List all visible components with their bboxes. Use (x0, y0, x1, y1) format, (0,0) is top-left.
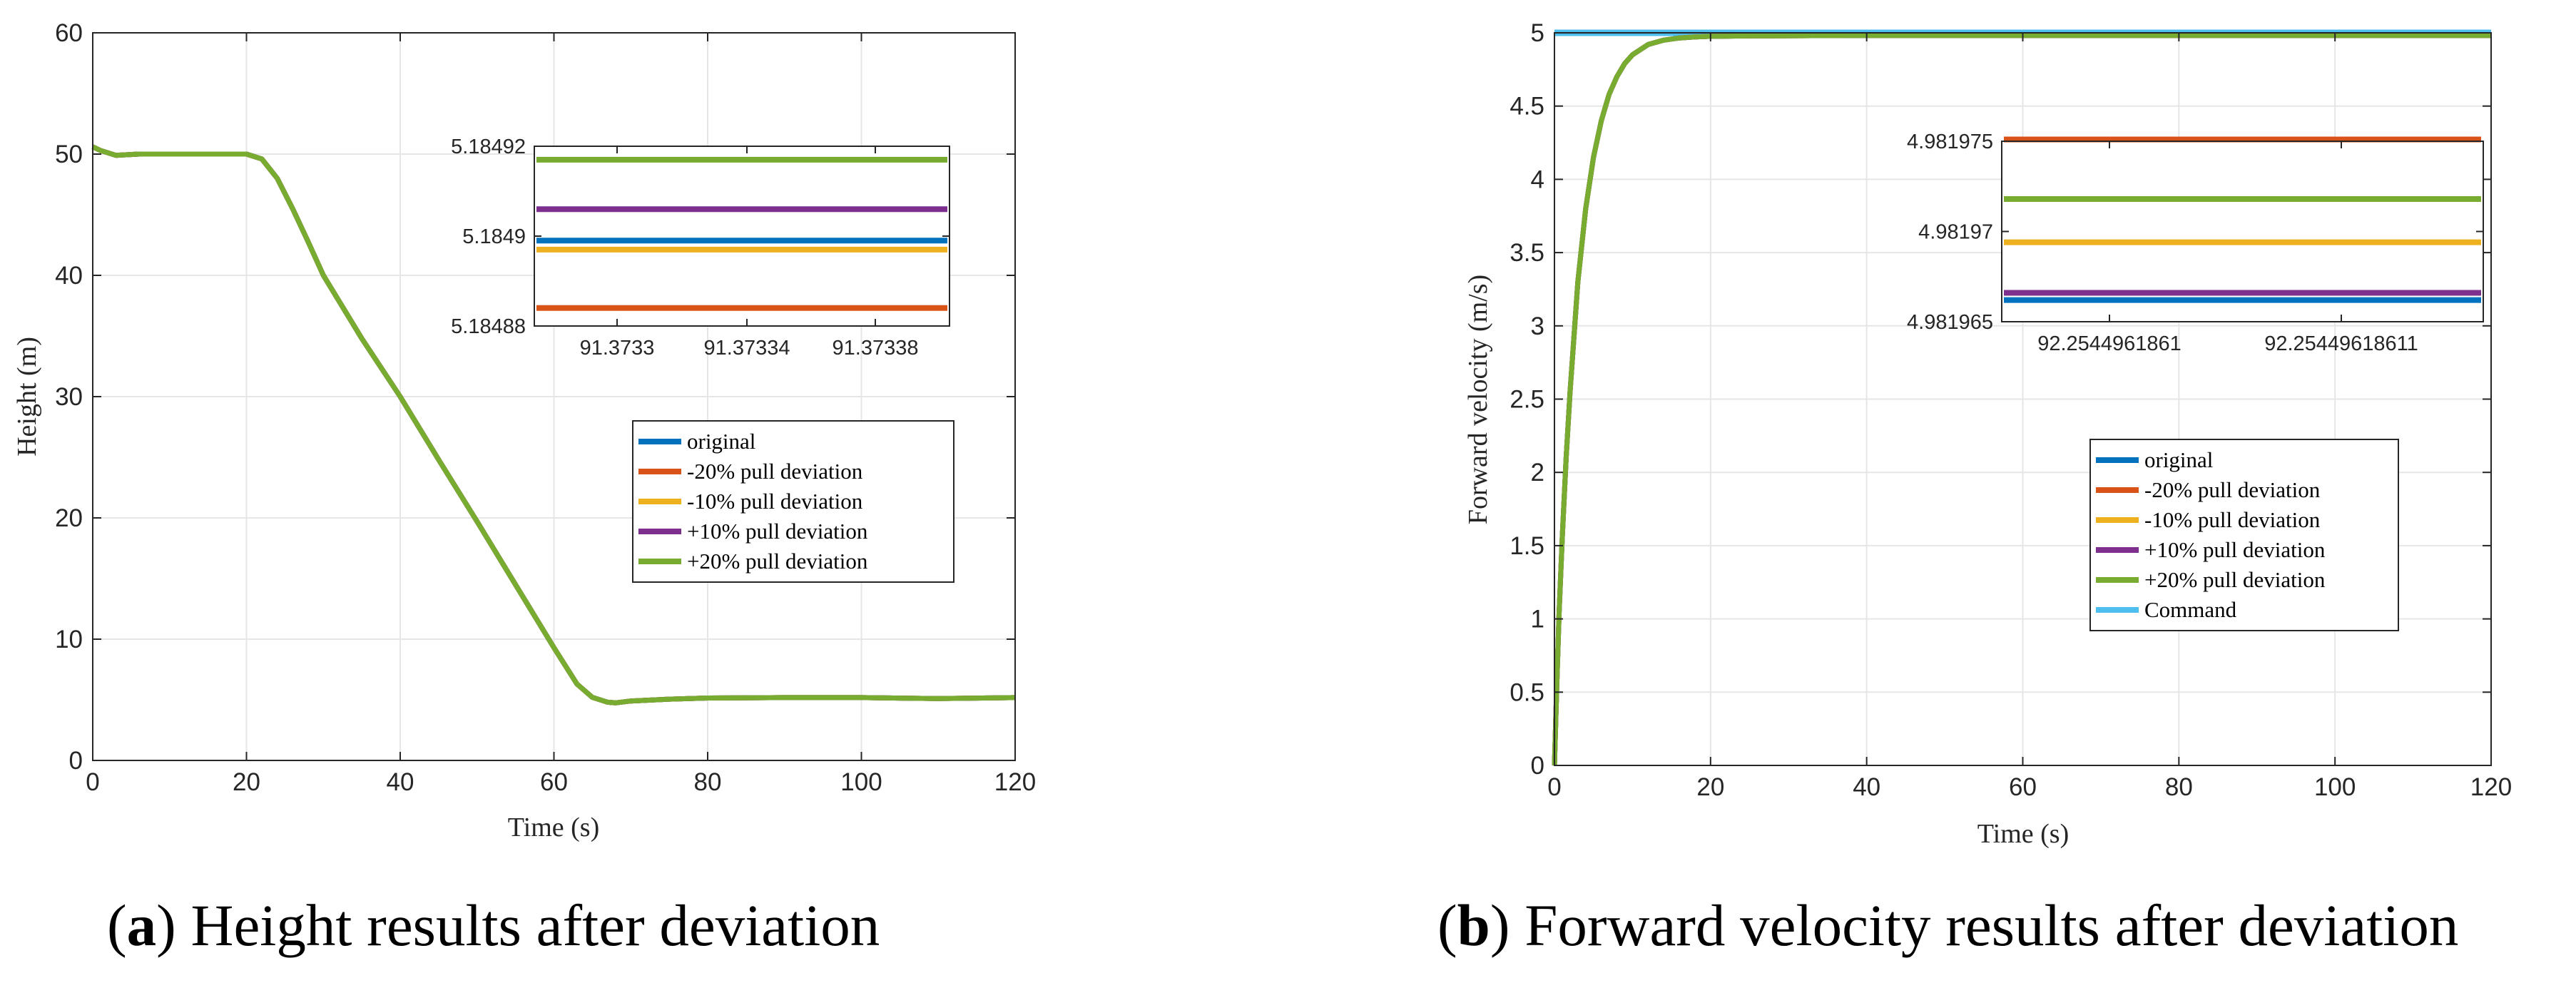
xtick-label: 60 (2009, 773, 2037, 801)
xtick-label: 0 (86, 768, 99, 796)
a-inset-lines (536, 156, 947, 311)
a-caption-text: Height results after deviation (191, 892, 880, 958)
ytick-label: 2.5 (1510, 386, 1544, 414)
ytick-label: 3.5 (1510, 239, 1544, 267)
a-legend: original -20% pull deviation -10% pull dev… (632, 420, 954, 583)
xtick-label: 0 (1547, 773, 1561, 801)
ytick-label: 40 (55, 262, 83, 290)
inset-xtick-label: 91.37334 (704, 337, 790, 360)
legend-label: +20% pull deviation (687, 549, 868, 574)
legend-box (2089, 439, 2399, 631)
ytick-label: 1.5 (1510, 532, 1544, 560)
b-legend: original -20% pull deviation -10% pull dev… (2089, 439, 2399, 631)
ytick-label: 20 (55, 504, 83, 532)
legend-label: -20% pull deviation (2144, 477, 2321, 502)
legend-label: original (687, 429, 755, 454)
a-caption-letter: a (127, 892, 157, 958)
series-line-4 (1552, 33, 2491, 766)
a-inset-ticks: 5.18488 5.1849 5.18492 91.3733 91.37334 91.37… (451, 136, 950, 360)
ytick-label: 0.5 (1510, 678, 1544, 706)
b-ylabel: Forward velocity (m/s) (1463, 275, 1493, 524)
b-caption: (b) Forward velocity results after devia… (1437, 892, 2458, 958)
b-inset: 4.981965 4.98197 4.981975 92.2544961861 92.2… (1907, 131, 2484, 355)
panel-b-velocity: 0 20 40 60 80 100 120 0 0.5 1 1.5 2 2.5 3 3.5 4 4.5 5 Tim… (1437, 19, 2512, 958)
ytick-label: 4 (1531, 165, 1544, 193)
xtick-label: 100 (840, 768, 882, 796)
a-ylabel: Height (m) (12, 337, 42, 457)
xtick-label: 60 (540, 768, 568, 796)
inset-xtick-label: 91.3733 (580, 337, 655, 360)
inset-xtick-label: 92.2544961861 (2037, 332, 2182, 355)
a-caption: (a) Height results after deviation (107, 892, 880, 958)
ytick-label: 0 (1531, 752, 1544, 780)
series-line-4 (91, 144, 1016, 706)
a-lines (91, 144, 1016, 706)
xtick-label: 80 (2165, 773, 2193, 801)
inset-xtick-label: 91.37338 (833, 337, 919, 360)
ytick-label: 1 (1531, 606, 1544, 633)
legend-label: original (2144, 447, 2213, 472)
ytick-label: 2 (1531, 459, 1544, 487)
legend-label: -10% pull deviation (687, 489, 863, 514)
ytick-label: 5 (1531, 19, 1544, 47)
a-inset: 5.18488 5.1849 5.18492 91.3733 91.37334 91.37… (451, 136, 950, 360)
ytick-label: 60 (55, 19, 83, 47)
legend-box (632, 420, 954, 583)
b-xlabel: Time (s) (1977, 819, 2069, 849)
legend-label: -20% pull deviation (687, 459, 863, 484)
ytick-label: 0 (69, 747, 83, 775)
xtick-label: 40 (1853, 773, 1880, 801)
xtick-label: 80 (694, 768, 722, 796)
a-inset-bg (534, 146, 950, 326)
legend-label: +20% pull deviation (2144, 567, 2326, 592)
inset-ytick-label: 5.1849 (462, 225, 526, 248)
xtick-label: 20 (1696, 773, 1724, 801)
inset-ytick-label: 4.98197 (1918, 221, 1993, 244)
ytick-label: 30 (55, 383, 83, 411)
inset-xtick-label: 92.25449618611 (2264, 332, 2418, 355)
ytick-label: 3 (1531, 312, 1544, 340)
a-xlabel: Time (s) (508, 813, 599, 842)
ytick-label: 4.5 (1510, 93, 1544, 121)
inset-ytick-label: 4.981975 (1907, 131, 1993, 153)
xtick-label: 100 (2314, 773, 2356, 801)
inset-ytick-label: 4.981965 (1907, 311, 1993, 334)
ytick-label: 50 (55, 141, 83, 168)
b-caption-letter: b (1457, 892, 1490, 958)
xtick-label: 120 (994, 768, 1036, 796)
b-caption-text: Forward velocity results after deviation (1524, 892, 2458, 958)
inset-ytick-label: 5.18488 (451, 315, 526, 338)
xtick-label: 40 (387, 768, 414, 796)
xtick-label: 20 (233, 768, 260, 796)
legend-label: Command (2144, 597, 2237, 622)
legend-label: -10% pull deviation (2144, 507, 2321, 532)
b-inset-ticks: 4.981965 4.98197 4.981975 92.2544961861 92.2… (1907, 131, 2483, 355)
panel-a-height: 0 20 40 60 80 100 120 0 10 20 30 40 50 60 Time (s) He… (12, 19, 1036, 958)
legend-label: +10% pull deviation (687, 519, 868, 544)
ytick-label: 10 (55, 626, 83, 653)
xtick-label: 120 (2470, 773, 2512, 801)
inset-ytick-label: 5.18492 (451, 136, 526, 158)
b-inset-lines (2004, 136, 2481, 303)
a-ticks: 0 20 40 60 80 100 120 0 10 20 30 40 50 60 (55, 19, 1036, 796)
legend-label: +10% pull deviation (2144, 537, 2326, 562)
b-ticks: 0 20 40 60 80 100 120 0 0.5 1 1.5 2 2.5 3 3.5 4 4.5 5 (1510, 19, 2512, 801)
